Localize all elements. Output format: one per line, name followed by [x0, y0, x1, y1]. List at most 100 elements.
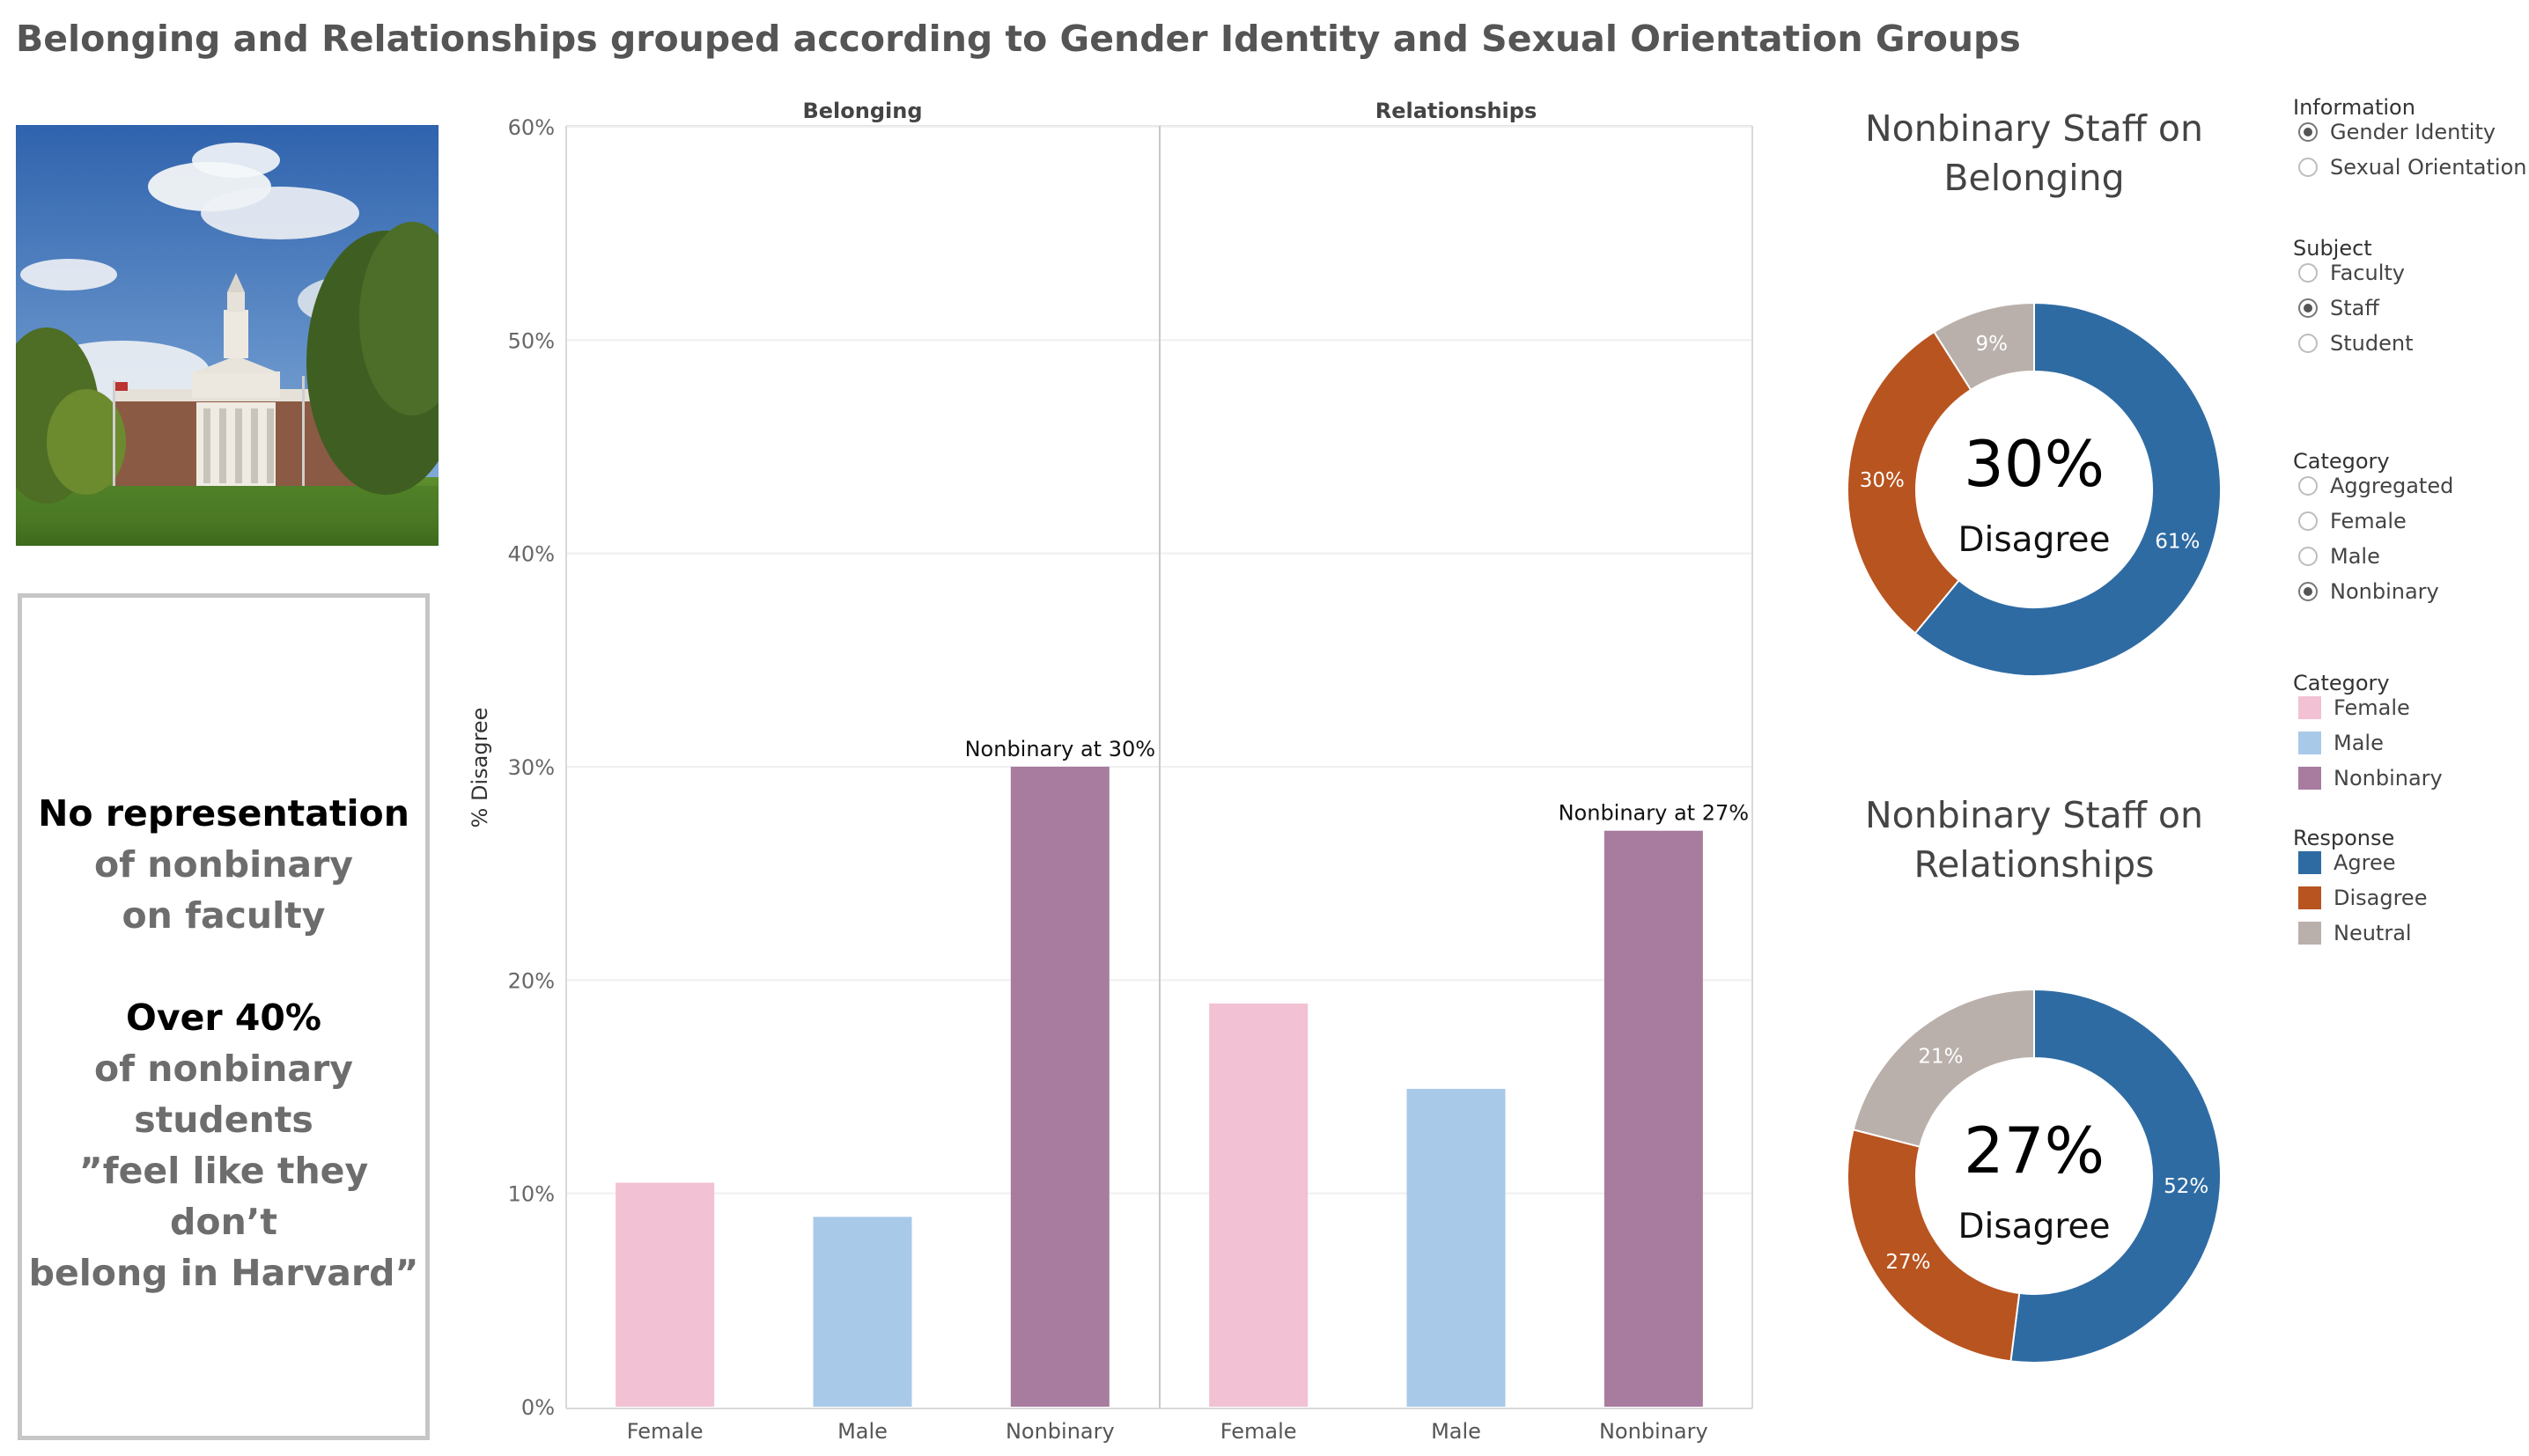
y-tick-label: 10%	[508, 1182, 555, 1207]
callout-line-3: on faculty	[122, 894, 326, 937]
y-axis-label: % Disagree	[468, 708, 492, 828]
donut-title-line-2: Belonging	[1943, 157, 2124, 199]
callout-line-7: ”feel like they don’t	[78, 1150, 369, 1243]
radio-label: Nonbinary	[2330, 579, 2439, 604]
radio-button[interactable]	[2298, 122, 2318, 142]
category-legend-item-female[interactable]: Female	[2298, 695, 2410, 720]
y-tick-label: 0%	[521, 1395, 555, 1420]
radio-button[interactable]	[2298, 158, 2318, 177]
x-tick-label: Female	[1220, 1419, 1297, 1444]
color-swatch	[2298, 886, 2321, 909]
category-filter-title: Category	[2293, 449, 2390, 474]
response-legend-item-disagree[interactable]: Disagree	[2298, 886, 2427, 910]
donut-slice-label: 21%	[1918, 1045, 1963, 1068]
donut-slice-agree[interactable]	[1913, 301, 2222, 677]
donut-slice-label: 30%	[1860, 469, 1905, 492]
color-swatch	[2298, 851, 2321, 874]
radio-button[interactable]	[2298, 582, 2318, 601]
category-filter-option-female[interactable]: Female	[2298, 509, 2407, 533]
category-legend-item-male[interactable]: Male	[2298, 731, 2384, 755]
callout-line-1: No representation	[38, 792, 409, 835]
subject-filter-option-student[interactable]: Student	[2298, 331, 2413, 356]
callout-box: No representation of nonbinary on facult…	[18, 593, 430, 1440]
x-tick-label: Female	[627, 1419, 704, 1444]
subject-filter-option-staff[interactable]: Staff	[2298, 296, 2379, 320]
donut-slice-neutral[interactable]	[1933, 301, 2035, 392]
donut-slice-label: 61%	[2155, 531, 2200, 554]
information-filter-title: Information	[2293, 95, 2415, 120]
donut-title-line-1: Nonbinary Staff on	[1865, 107, 2203, 150]
y-tick-label: 50%	[508, 328, 555, 353]
callout-line-2: of nonbinary	[93, 843, 354, 886]
donut-center-label: Disagree	[1958, 520, 2110, 560]
bar-annotation: Nonbinary at 30%	[965, 737, 1155, 761]
bar-relationships-nonbinary[interactable]	[1604, 830, 1703, 1407]
x-tick-label: Nonbinary	[1006, 1419, 1115, 1444]
subject-filter-title: Subject	[2293, 236, 2372, 261]
category-legend-item-nonbinary[interactable]: Nonbinary	[2298, 766, 2443, 791]
campus-photo	[16, 125, 439, 546]
callout-line-8: belong in Harvard”	[28, 1252, 419, 1294]
donut-chart-belonging: Nonbinary Staff on Belonging 61% 30% 9% 30% Di…	[1847, 107, 2222, 677]
donut-slice-label: 9%	[1975, 333, 2008, 356]
bar-belonging-female[interactable]	[616, 1182, 715, 1407]
x-tick-label: Nonbinary	[1599, 1419, 1708, 1444]
information-filter-option-sexual-orientation[interactable]: Sexual Orientation	[2298, 155, 2527, 180]
radio-label: Female	[2330, 509, 2407, 533]
radio-button[interactable]	[2298, 547, 2318, 566]
y-tick-label: 60%	[508, 115, 555, 140]
x-tick-label: Male	[837, 1419, 888, 1444]
x-tick-label: Male	[1431, 1419, 1481, 1444]
donut-slice-agree[interactable]	[2009, 988, 2222, 1364]
information-filter-option-gender-identity[interactable]: Gender Identity	[2298, 120, 2496, 144]
bar-relationships-female[interactable]	[1209, 1003, 1309, 1407]
category-filter-option-male[interactable]: Male	[2298, 544, 2380, 569]
donut-slice-label: 52%	[2164, 1175, 2208, 1198]
bar-belonging-nonbinary[interactable]	[1010, 767, 1110, 1407]
donut-slice-neutral[interactable]	[1852, 988, 2035, 1148]
donut-slice-label: 27%	[1885, 1251, 1930, 1274]
category-filter-option-aggregated[interactable]: Aggregated	[2298, 474, 2453, 498]
radio-button[interactable]	[2298, 476, 2318, 496]
color-swatch	[2298, 696, 2321, 719]
radio-button[interactable]	[2298, 334, 2318, 353]
bar-annotation: Nonbinary at 27%	[1559, 801, 1749, 826]
response-legend-title: Response	[2293, 826, 2395, 850]
radio-label: Male	[2330, 544, 2380, 569]
radio-label: Faculty	[2330, 261, 2405, 285]
color-swatch	[2298, 767, 2321, 790]
legend-label: Neutral	[2334, 921, 2412, 945]
radio-label: Sexual Orientation	[2330, 155, 2527, 180]
radio-label: Gender Identity	[2330, 120, 2496, 144]
radio-button[interactable]	[2298, 511, 2318, 531]
panel-header-relationships: Relationships	[1375, 99, 1537, 123]
donut-title-line-2: Relationships	[1913, 843, 2154, 886]
legend-label: Disagree	[2334, 886, 2428, 910]
donut-slice-disagree[interactable]	[1847, 330, 1972, 635]
category-filter-option-nonbinary[interactable]: Nonbinary	[2298, 579, 2439, 604]
response-legend-item-neutral[interactable]: Neutral	[2298, 921, 2412, 945]
donut-title-line-1: Nonbinary Staff on	[1865, 794, 2203, 836]
donut-center-label: Disagree	[1958, 1207, 2110, 1246]
campus-photo-image	[16, 125, 439, 546]
legend-label: Nonbinary	[2334, 766, 2443, 791]
legend-label: Male	[2334, 731, 2384, 755]
radio-button[interactable]	[2298, 263, 2318, 283]
response-legend-item-agree[interactable]: Agree	[2298, 850, 2396, 875]
radio-label: Student	[2330, 331, 2414, 356]
category-legend-title: Category	[2293, 671, 2390, 695]
donut-slice-disagree[interactable]	[1847, 1129, 2021, 1363]
page-title: Belonging and Relationships grouped acco…	[16, 18, 2021, 60]
y-tick-label: 30%	[508, 755, 555, 780]
callout-line-6: students	[134, 1099, 313, 1141]
callout-line-4: Over 40%	[125, 996, 322, 1039]
bar-relationships-male[interactable]	[1406, 1088, 1506, 1407]
y-tick-label: 20%	[508, 968, 555, 993]
bar-belonging-male[interactable]	[813, 1217, 912, 1407]
legend-label: Female	[2334, 695, 2410, 720]
subject-filter-option-faculty[interactable]: Faculty	[2298, 261, 2405, 285]
color-swatch	[2298, 922, 2321, 945]
donut-chart-relationships: Nonbinary Staff on Relationships 52% 27% 21%…	[1847, 794, 2222, 1364]
radio-button[interactable]	[2298, 298, 2318, 318]
